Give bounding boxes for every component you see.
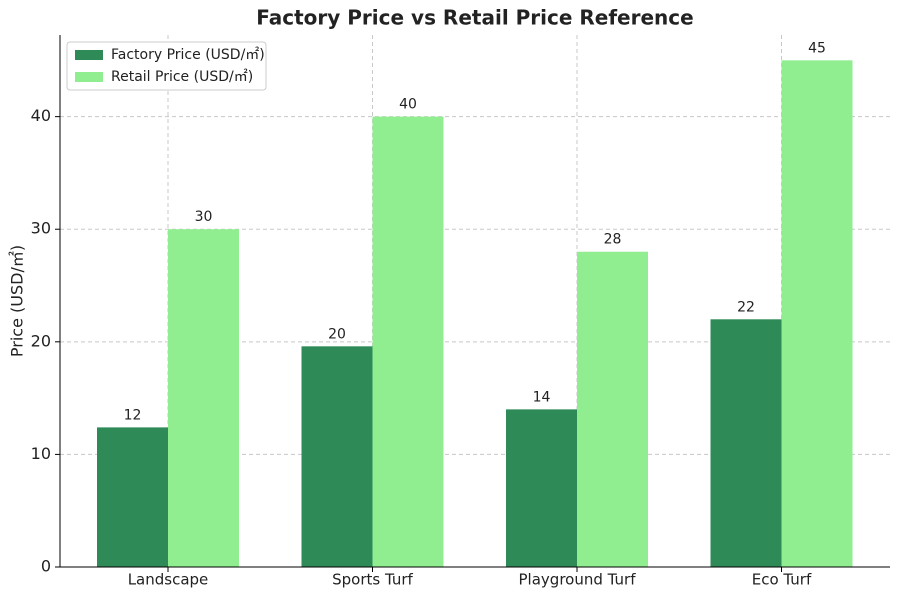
value-label: 45 bbox=[808, 40, 826, 56]
value-label: 28 bbox=[604, 232, 622, 248]
y-tick-label: 40 bbox=[31, 106, 51, 125]
bar bbox=[372, 116, 444, 567]
value-label: 12 bbox=[124, 407, 142, 423]
legend-swatch bbox=[75, 50, 103, 60]
y-tick-label: 30 bbox=[31, 219, 51, 238]
y-axis-label: Price (USD/㎡) bbox=[8, 245, 27, 357]
value-label: 20 bbox=[328, 326, 346, 342]
legend: Factory Price (USD/㎡) Retail Price (USD/㎡… bbox=[66, 41, 267, 91]
legend-label: Retail Price (USD/㎡) bbox=[111, 69, 253, 85]
y-tick-label: 20 bbox=[31, 331, 51, 350]
y-tick-label: 0 bbox=[41, 557, 51, 576]
legend-swatch bbox=[75, 72, 103, 82]
chart-title: Factory Price vs Retail Price Reference bbox=[256, 6, 693, 30]
bar bbox=[577, 251, 648, 568]
value-label: 22 bbox=[737, 299, 755, 315]
x-tick-label: Sports Turf bbox=[332, 571, 413, 589]
value-label: 40 bbox=[399, 97, 417, 113]
x-tick-label: Playground Turf bbox=[519, 571, 637, 589]
value-label: 30 bbox=[195, 209, 213, 225]
bar bbox=[301, 346, 373, 567]
y-tick-label: 10 bbox=[31, 444, 51, 463]
bar bbox=[168, 229, 239, 567]
x-tick-label: Landscape bbox=[128, 571, 209, 589]
value-label: 14 bbox=[533, 389, 551, 405]
bar bbox=[710, 319, 782, 567]
bar bbox=[506, 409, 577, 567]
bar bbox=[781, 60, 853, 567]
bar bbox=[97, 427, 168, 567]
x-tick-label: Eco Turf bbox=[752, 571, 812, 589]
legend-box bbox=[66, 41, 267, 91]
legend-label: Factory Price (USD/㎡) bbox=[111, 47, 265, 63]
